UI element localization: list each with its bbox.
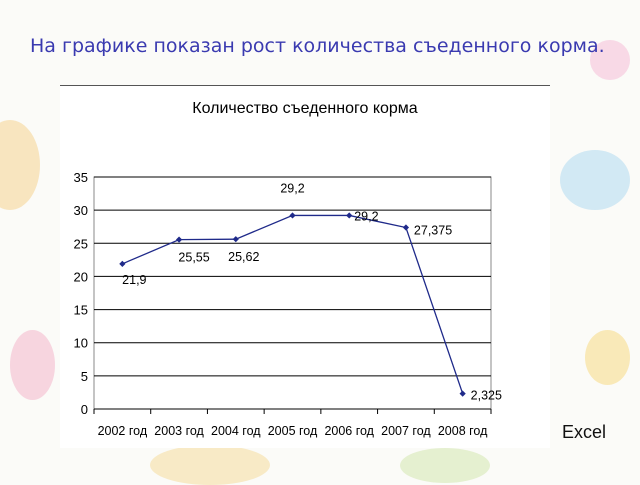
y-tick-label: 5 xyxy=(81,369,88,384)
y-tick-label: 25 xyxy=(74,236,88,251)
data-point xyxy=(175,236,183,243)
data-label: 27,375 xyxy=(414,224,452,238)
data-label: 25,55 xyxy=(178,251,209,265)
x-tick-label: 2003 год xyxy=(154,424,204,438)
background-splash xyxy=(0,120,40,210)
slide-title: На графике показан рост количества съеде… xyxy=(30,35,605,57)
y-tick-label: 20 xyxy=(74,269,88,284)
excel-label: Excel xyxy=(562,422,607,442)
x-tick-label: 2004 год xyxy=(211,424,261,438)
y-tick-label: 30 xyxy=(74,203,88,218)
line-chart: 0 5 10 15 20 25 30 35 2002 год 2003 год 2004 год 20… xyxy=(74,170,502,438)
data-label: 21,9 xyxy=(122,273,146,287)
background-splash xyxy=(560,150,630,210)
x-tick-label: 2005 год xyxy=(268,424,318,438)
data-point xyxy=(346,212,353,219)
data-label: 29,2 xyxy=(280,181,304,195)
data-point xyxy=(289,212,296,219)
title-divider xyxy=(60,85,550,86)
x-tick-label: 2006 год xyxy=(324,424,374,438)
x-tick-label: 2002 год xyxy=(98,424,148,438)
x-tick-label: 2007 год xyxy=(381,424,431,438)
data-label: 2,325 xyxy=(471,389,502,403)
y-tick-label: 10 xyxy=(74,336,88,351)
data-label: 29,2 xyxy=(354,209,378,223)
background-splash xyxy=(585,330,630,385)
y-tick-label: 15 xyxy=(74,303,88,318)
plot-area xyxy=(93,176,492,410)
chart-panel: Количество съеденного корма 0 5 10 15 20 25 30… xyxy=(60,86,550,448)
chart-title: Количество съеденного корма xyxy=(192,100,418,117)
data-point xyxy=(459,390,466,397)
background-splash xyxy=(10,330,55,400)
background-splash xyxy=(590,40,630,80)
series-line xyxy=(122,214,464,394)
data-point xyxy=(402,224,410,231)
x-tick-label: 2008 год xyxy=(438,424,488,438)
data-point xyxy=(119,260,126,267)
y-tick-label: 35 xyxy=(74,170,88,185)
background-splash xyxy=(400,448,490,483)
background-splash xyxy=(150,445,270,485)
data-point xyxy=(232,236,239,243)
data-label: 25,62 xyxy=(228,250,259,264)
y-tick-label: 0 xyxy=(81,402,88,417)
